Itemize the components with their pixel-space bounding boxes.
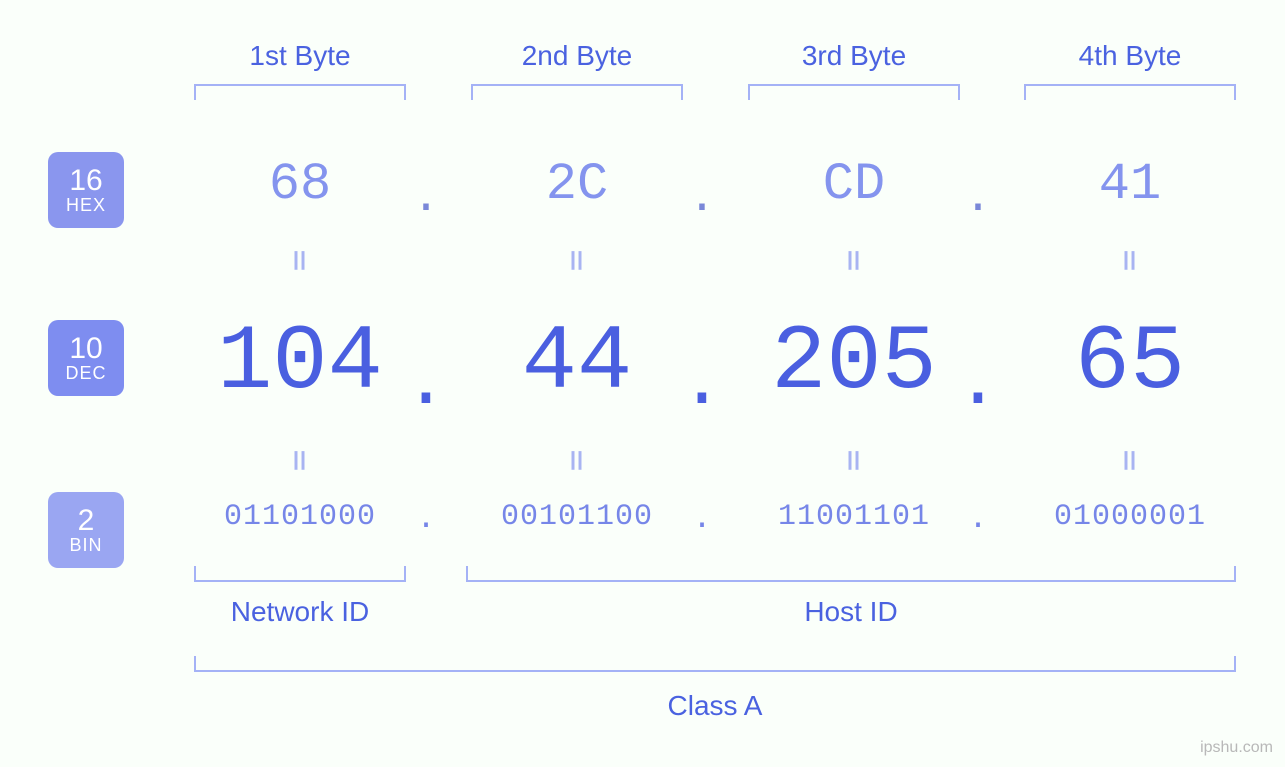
byte-header-2: 2nd Byte [467, 40, 687, 72]
top-bracket-4 [1024, 84, 1236, 100]
eq-dec-bin-4: = [1110, 351, 1151, 571]
bin-byte-4: 01000001 [1020, 500, 1240, 534]
hex-dot-3: . [948, 170, 1008, 221]
byte-header-3: 3rd Byte [744, 40, 964, 72]
bin-byte-1: 01101000 [190, 500, 410, 534]
eq-dec-bin-1: = [280, 351, 321, 571]
network-id-label: Network ID [190, 596, 410, 628]
eq-dec-bin-2: = [557, 351, 598, 571]
dec-dot-1: . [396, 338, 456, 420]
dec-dot-2: . [672, 338, 732, 420]
bin-byte-3: 11001101 [744, 500, 964, 534]
bin-byte-2: 00101100 [467, 500, 687, 534]
eq-dec-bin-3: = [834, 351, 875, 571]
badge-hex: 16 HEX [48, 152, 124, 228]
bin-dot-1: . [396, 500, 456, 535]
host-id-bracket [466, 566, 1236, 582]
badge-dec-base: 10 [69, 333, 102, 365]
byte-header-4: 4th Byte [1020, 40, 1240, 72]
network-id-bracket [194, 566, 406, 582]
top-bracket-1 [194, 84, 406, 100]
dec-dot-3: . [948, 338, 1008, 420]
class-label: Class A [194, 690, 1236, 722]
host-id-label: Host ID [466, 596, 1236, 628]
badge-hex-label: HEX [66, 196, 106, 215]
byte-header-1: 1st Byte [190, 40, 410, 72]
bin-dot-2: . [672, 500, 732, 535]
hex-dot-2: . [672, 170, 732, 221]
class-bracket [194, 656, 1236, 672]
badge-bin: 2 BIN [48, 492, 124, 568]
bin-dot-3: . [948, 500, 1008, 535]
badge-dec: 10 DEC [48, 320, 124, 396]
badge-bin-label: BIN [69, 536, 102, 555]
top-bracket-2 [471, 84, 683, 100]
top-bracket-3 [748, 84, 960, 100]
badge-bin-base: 2 [78, 505, 95, 537]
badge-hex-base: 16 [69, 165, 102, 197]
watermark: ipshu.com [1200, 739, 1273, 757]
hex-dot-1: . [396, 170, 456, 221]
badge-dec-label: DEC [65, 364, 106, 383]
